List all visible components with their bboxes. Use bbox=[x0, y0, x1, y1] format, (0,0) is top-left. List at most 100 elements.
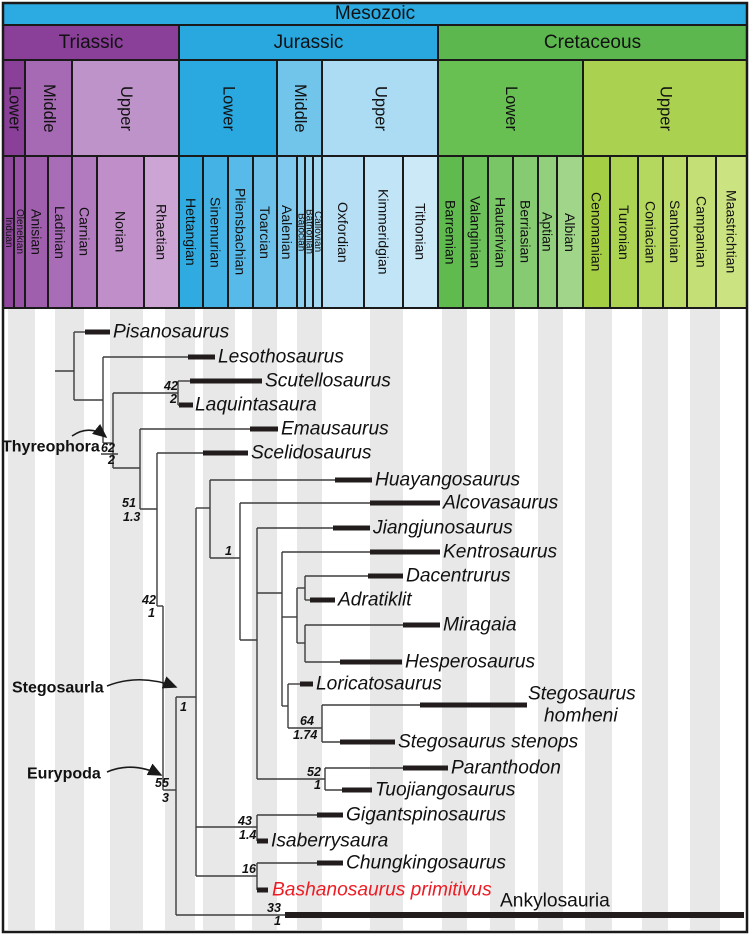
epoch-7-upper-label: Upper bbox=[656, 85, 675, 131]
period-cretaceous: Cretaceous bbox=[438, 25, 747, 60]
stegosauria-arrow bbox=[106, 676, 178, 689]
stage-albian-label: Albian bbox=[562, 212, 578, 252]
stage-bajocian-label: Bajocian bbox=[295, 212, 307, 252]
stage-norian: Norian bbox=[97, 156, 144, 308]
range-bar-laquintasaura bbox=[179, 402, 193, 408]
range-bar-huayangosaurus bbox=[335, 477, 372, 483]
stage-campanian: Campanian bbox=[687, 156, 716, 308]
stage-turonian: Turonian bbox=[610, 156, 638, 308]
period-jurassic-label: Jurassic bbox=[273, 31, 344, 53]
stage-ladinian-label: Ladinian bbox=[52, 205, 68, 259]
stage-kimmeridgian-label: Kimmeridgian bbox=[375, 189, 392, 275]
stage-anisian: Anisian bbox=[25, 156, 48, 308]
era-mesozoic-label: Mesozoic bbox=[334, 3, 416, 24]
stage-coniacian-label: Coniacian bbox=[642, 200, 659, 264]
stage-toarcian-label: Toarcian bbox=[257, 205, 273, 259]
tip-label-dacentrurus: Dacentrurus bbox=[406, 566, 511, 587]
period-cretaceous-label: Cretaceous bbox=[543, 31, 642, 53]
period-triassic: Triassic bbox=[3, 25, 179, 60]
stage-pliensbachian: Pliensbachian bbox=[228, 156, 253, 308]
stage-maastrichtian-label: Maastrichtian bbox=[723, 190, 740, 274]
tip-label-emausaurus: Emausaurus bbox=[281, 419, 389, 440]
support-value-20: 1 bbox=[274, 914, 281, 928]
stage-kimmeridgian: Kimmeridgian bbox=[364, 156, 403, 308]
stage-callovian-label: Callovian bbox=[312, 211, 323, 253]
stage-turonian-label: Turonian bbox=[616, 204, 632, 260]
tip-label-chungkingosaurus: Chungkingosaurus bbox=[346, 853, 506, 874]
support-value-14: 55 bbox=[155, 776, 170, 790]
epoch-5-upper-label: Upper bbox=[371, 85, 390, 131]
range-bar-miragaia bbox=[403, 622, 440, 628]
stage-stripe-8 bbox=[442, 309, 467, 930]
tip-label-scelidosaurus: Scelidosaurus bbox=[251, 443, 372, 464]
stage-induan-label: Induan bbox=[3, 216, 14, 248]
stage-berriasian: Berriasian bbox=[513, 156, 538, 308]
stage-norian-label: Norian bbox=[112, 211, 129, 253]
support-value-15: 3 bbox=[162, 791, 169, 805]
stage-rhaetian-label: Rhaetian bbox=[153, 203, 170, 261]
stage-tithonian: Tithonian bbox=[403, 156, 438, 308]
tip-label-homheni: homheni bbox=[544, 706, 618, 727]
stage-aalenian-label: Aalenian bbox=[279, 204, 295, 260]
stage-oxfordian-label: Oxfordian bbox=[335, 201, 351, 263]
support-value-3: 2 bbox=[107, 453, 115, 467]
stage-hettangian-label: Hettangian bbox=[183, 198, 199, 266]
stage-toarcian: Toarcian bbox=[253, 156, 277, 308]
range-bar-alcovasaurus bbox=[370, 500, 440, 506]
stage-maastrichtian: Maastrichtian bbox=[716, 156, 747, 308]
support-value-17: 1.4 bbox=[239, 828, 256, 842]
tip-label-jiangjunosaurus: Jiangjunosaurus bbox=[372, 518, 513, 539]
clade-label-thyreophora: Thyreophora bbox=[2, 439, 100, 456]
stage-rhaetian: Rhaetian bbox=[144, 156, 179, 308]
range-bar-bashanosaurus-primitivus bbox=[257, 887, 268, 893]
stage-stripe-6 bbox=[297, 309, 322, 930]
stage-carnian: Carnian bbox=[72, 156, 97, 308]
support-value-8: 1 bbox=[225, 544, 232, 558]
stage-ladinian: Ladinian bbox=[48, 156, 72, 308]
tip-label-loricatosaurus: Loricatosaurus bbox=[316, 674, 442, 695]
stage-olenekian-label: Olenekian bbox=[14, 209, 25, 255]
stage-berriasian-label: Berriasian bbox=[517, 200, 534, 264]
range-bar-ankylosauria bbox=[285, 912, 744, 918]
stage-albian: Albian bbox=[557, 156, 583, 308]
range-bar-hesperosaurus bbox=[340, 659, 402, 665]
stage-oxfordian: Oxfordian bbox=[322, 156, 364, 308]
tip-label-scutellosaurus: Scutellosaurus bbox=[265, 371, 391, 392]
epoch-4-middle: Middle bbox=[277, 60, 322, 156]
range-bar-scelidosaurus bbox=[203, 450, 248, 456]
stage-stripe-13 bbox=[690, 309, 720, 930]
tip-label-laquintasaura: Laquintasaura bbox=[195, 395, 317, 416]
stage-aptian: Aptian bbox=[538, 156, 557, 308]
range-bar-lesothosaurus bbox=[188, 354, 215, 360]
stage-aalenian: Aalenian bbox=[277, 156, 297, 308]
tip-label-hesperosaurus: Hesperosaurus bbox=[405, 652, 536, 673]
tip-label-isaberrysaura: Isaberrysaura bbox=[271, 831, 389, 852]
support-value-7: 1 bbox=[148, 606, 155, 620]
clade-label-eurypoda: Eurypoda bbox=[27, 766, 101, 783]
stage-stripe-10 bbox=[538, 309, 563, 930]
stage-pliensbachian-label: Pliensbachian bbox=[232, 188, 249, 276]
range-bar-kentrosaurus bbox=[370, 549, 440, 555]
tip-label-tuojiangosaurus: Tuojiangosaurus bbox=[375, 780, 516, 801]
range-bar-stegosaurus bbox=[420, 702, 527, 708]
stage-santonian-label: Santonian bbox=[667, 200, 683, 264]
epoch-1-middle-label: Middle bbox=[40, 83, 58, 133]
support-value-12: 52 bbox=[307, 765, 321, 779]
tip-label-adratiklit: Adratiklit bbox=[337, 590, 412, 611]
tip-label-pisanosaurus: Pisanosaurus bbox=[113, 322, 230, 343]
epoch-4-middle-label: Middle bbox=[291, 83, 309, 133]
support-value-11: 1.74 bbox=[293, 728, 317, 742]
support-value-6: 42 bbox=[141, 593, 156, 607]
range-bar-adratiklit bbox=[310, 597, 335, 603]
stage-sinemurian-label: Sinemurian bbox=[207, 196, 224, 268]
epoch-6-lower: Lower bbox=[438, 60, 583, 156]
range-bar-tuojiangosaurus bbox=[342, 787, 372, 793]
tip-label-alcovasaurus: Alcovasaurus bbox=[442, 493, 559, 514]
range-bar-jiangjunosaurus bbox=[333, 525, 370, 531]
stage-stripe-1 bbox=[55, 309, 84, 930]
stage-hauterivian: Hauterivian bbox=[488, 156, 513, 308]
epoch-6-lower-label: Lower bbox=[502, 85, 520, 131]
